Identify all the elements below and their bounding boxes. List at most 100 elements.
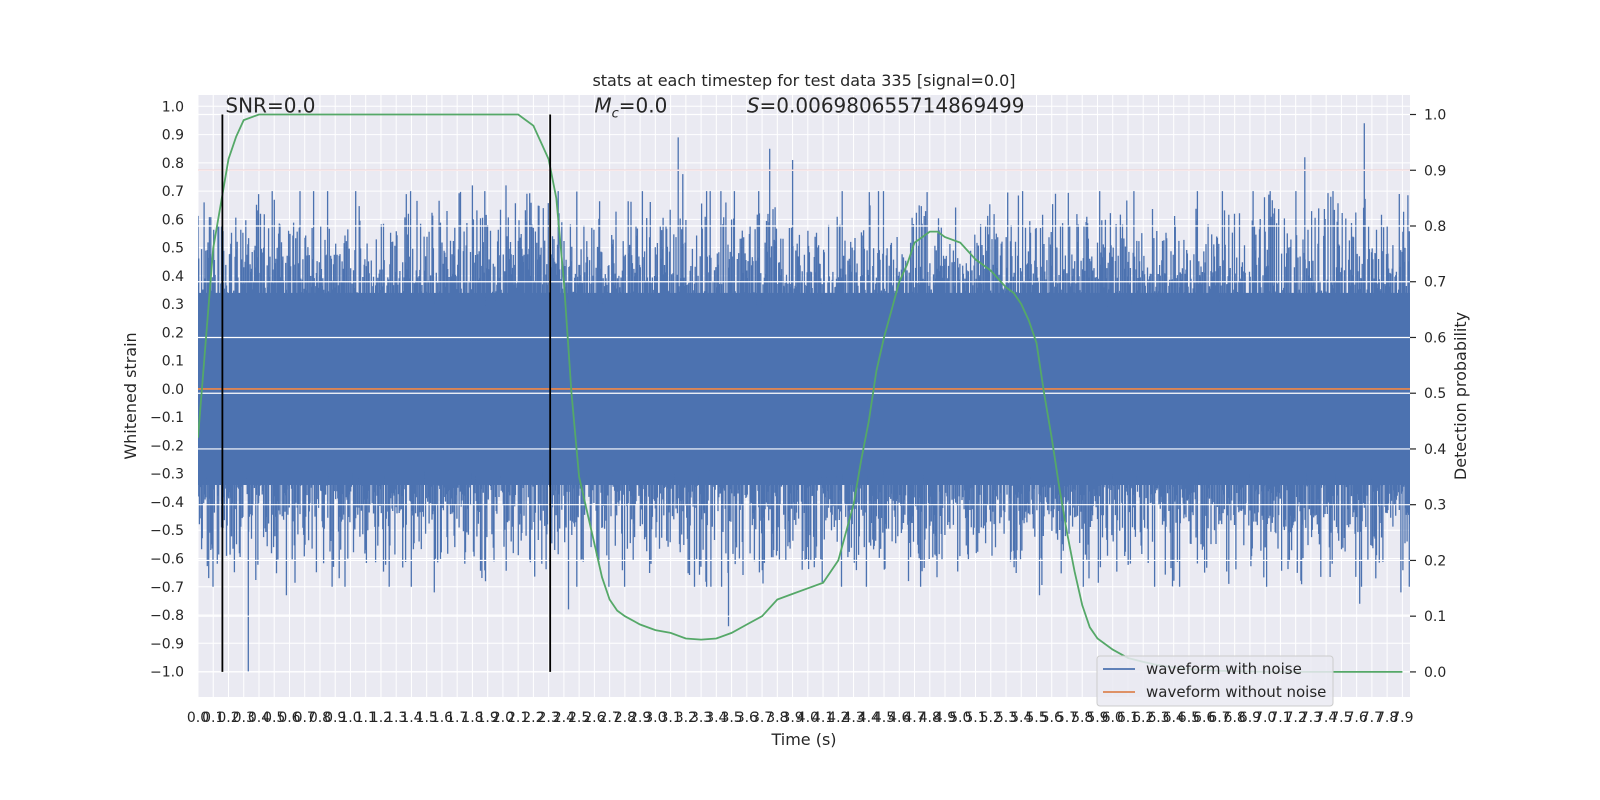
- y-tick-label: 0.7: [162, 184, 184, 200]
- x-tick-label: 6.6: [1193, 710, 1215, 726]
- y-tick-label: −0.8: [150, 608, 184, 624]
- x-tick-label: 7.8: [1376, 710, 1398, 726]
- y-tick-label: −0.3: [150, 467, 184, 483]
- series-waveform-with-noise: [198, 123, 1410, 672]
- y-tick-label: −0.4: [150, 495, 184, 511]
- x-tick-label: 2.0: [492, 710, 514, 726]
- x-tick-label: 4.4: [858, 710, 880, 726]
- y-tick-label: 0.8: [162, 156, 184, 172]
- x-tick-label: 1.5: [416, 710, 438, 726]
- x-tick-label: 0.3: [233, 710, 255, 726]
- y2-tick-label: 0.5: [1424, 386, 1446, 402]
- x-tick-label: 2.1: [507, 710, 529, 726]
- x-tick-label: 3.9: [781, 710, 803, 726]
- x-tick-label: 1.8: [461, 710, 483, 726]
- x-tick-label: 3.2: [675, 710, 697, 726]
- x-tick-label: 4.8: [919, 710, 941, 726]
- y2-axis-label: Detection probability: [1451, 312, 1470, 480]
- x-tick-label: 3.8: [766, 710, 788, 726]
- y2-tick-label: 0.3: [1424, 498, 1446, 514]
- y-tick-label: 0.2: [162, 325, 184, 341]
- x-tick-label: 5.9: [1086, 710, 1108, 726]
- x-tick-label: 4.6: [888, 710, 910, 726]
- x-tick-label: 0.5: [263, 710, 285, 726]
- y-tick-label: −0.9: [150, 636, 184, 652]
- x-tick-label: 4.3: [842, 710, 864, 726]
- x-tick-label: 5.1: [964, 710, 986, 726]
- x-tick-label: 6.5: [1178, 710, 1200, 726]
- x-tick-label: 5.8: [1071, 710, 1093, 726]
- noise-trace: [198, 123, 1410, 672]
- x-tick-label: 6.9: [1239, 710, 1261, 726]
- y2-axis-ticks: 1.0 0.9 0.8 0.7 0.6 0.5 0.4 0.3 0.2 0.1 0.0: [1410, 108, 1446, 681]
- y-axis-label: Whitened strain: [121, 332, 140, 459]
- x-axis-ticks: 0.00.10.20.30.40.50.60.70.80.91.01.11.21…: [187, 710, 1414, 726]
- x-tick-label: 0.9: [324, 710, 346, 726]
- y2-tick-label: 0.6: [1424, 330, 1446, 346]
- x-tick-label: 2.7: [598, 710, 620, 726]
- x-tick-label: 4.1: [812, 710, 834, 726]
- x-tick-label: 7.5: [1330, 710, 1352, 726]
- x-tick-label: 1.4: [400, 710, 422, 726]
- x-tick-label: 3.7: [751, 710, 773, 726]
- x-tick-label: 5.7: [1056, 710, 1078, 726]
- x-tick-label: 2.6: [583, 710, 605, 726]
- y-tick-label: 0.1: [162, 354, 184, 370]
- y-tick-label: 1.0: [162, 99, 184, 115]
- y-tick-label: 0.6: [162, 212, 184, 228]
- x-tick-label: 4.9: [934, 710, 956, 726]
- x-tick-label: 7.7: [1361, 710, 1383, 726]
- chart-title: stats at each timestep for test data 335…: [592, 71, 1015, 90]
- x-tick-label: 0.1: [202, 710, 224, 726]
- x-tick-label: 1.9: [477, 710, 499, 726]
- x-tick-label: 3.1: [659, 710, 681, 726]
- x-tick-label: 3.6: [736, 710, 758, 726]
- x-tick-label: 1.1: [355, 710, 377, 726]
- s-annotation: S=0.006980655714869499: [747, 94, 1025, 118]
- x-axis-label: Time (s): [770, 730, 836, 749]
- x-tick-label: 0.6: [278, 710, 300, 726]
- x-tick-label: 6.4: [1163, 710, 1185, 726]
- x-tick-label: 1.6: [431, 710, 453, 726]
- x-tick-label: 0.8: [309, 710, 331, 726]
- x-tick-label: 2.3: [538, 710, 560, 726]
- snr-annotation: SNR=0.0: [225, 94, 315, 118]
- y2-tick-label: 0.1: [1424, 609, 1446, 625]
- y-tick-label: 0.0: [162, 382, 184, 398]
- x-tick-label: 7.3: [1300, 710, 1322, 726]
- x-tick-label: 3.3: [690, 710, 712, 726]
- x-tick-label: 3.4: [705, 710, 727, 726]
- x-tick-label: 4.7: [903, 710, 925, 726]
- x-tick-label: 6.0: [1102, 710, 1124, 726]
- x-tick-label: 1.2: [370, 710, 392, 726]
- x-tick-label: 7.2: [1285, 710, 1307, 726]
- legend: waveform with noise waveform without noi…: [1096, 655, 1334, 707]
- x-tick-label: 2.4: [553, 710, 575, 726]
- x-tick-label: 4.5: [873, 710, 895, 726]
- legend-box: [1096, 655, 1334, 707]
- x-tick-label: 2.9: [629, 710, 651, 726]
- y2-tick-label: 0.7: [1424, 275, 1446, 291]
- segment-markers: [221, 114, 552, 672]
- x-tick-label: 1.7: [446, 710, 468, 726]
- x-tick-label: 6.8: [1224, 710, 1246, 726]
- x-tick-label: 7.9: [1391, 710, 1413, 726]
- x-tick-label: 5.0: [949, 710, 971, 726]
- x-tick-label: 0.0: [187, 710, 209, 726]
- x-tick-label: 2.5: [568, 710, 590, 726]
- y2-tick-label: 0.8: [1424, 219, 1446, 235]
- chirp-mass-annotation: Mc=0.0: [594, 94, 667, 122]
- y2-tick-label: 0.9: [1424, 163, 1446, 179]
- x-tick-label: 3.0: [644, 710, 666, 726]
- legend-label-waveform-with-noise: waveform with noise: [1146, 660, 1302, 678]
- y2-tick-label: 1.0: [1424, 108, 1446, 124]
- y-tick-label: −0.6: [150, 552, 184, 568]
- x-tick-label: 4.2: [827, 710, 849, 726]
- x-tick-label: 7.1: [1269, 710, 1291, 726]
- legend-label-waveform-without-noise: waveform without noise: [1146, 683, 1326, 701]
- x-tick-label: 7.0: [1254, 710, 1276, 726]
- y-tick-label: −1.0: [150, 665, 184, 681]
- y2-tick-label: 0.2: [1424, 553, 1446, 569]
- x-tick-label: 6.3: [1147, 710, 1169, 726]
